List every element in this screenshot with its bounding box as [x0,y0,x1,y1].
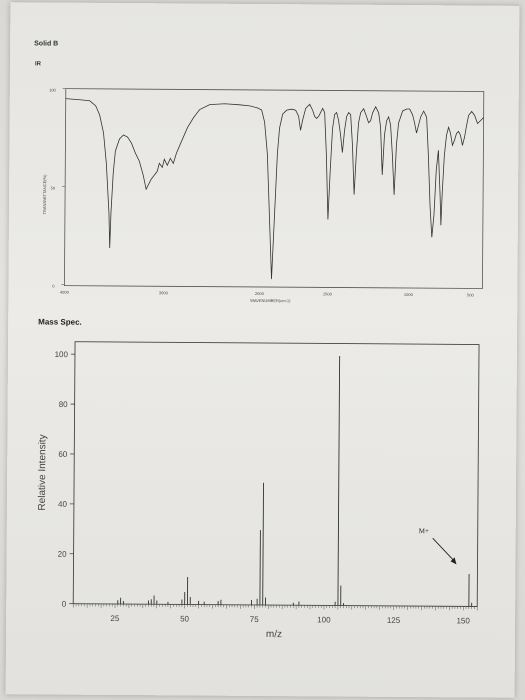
ms-peak-77 [259,530,261,605]
ir-xtick-2000: 2000 [255,291,265,296]
ms-x-minor-ticks [72,603,478,611]
ms-xtick-25: 25 [110,614,120,623]
ms-ytick-20: 20 [58,550,68,559]
ms-ytick-60: 60 [58,450,68,459]
ir-xtick-1500: 1500 [323,291,333,296]
ir-xtick-500: 500 [467,292,474,297]
ir-ytick-50: 50 [51,186,56,191]
ir-ytick-100: 100 [49,88,56,93]
paper-sheet: Solid B IR Mass Spec. 100 50 0 TRANSMITT… [5,2,520,698]
arrow-head-icon [450,557,457,565]
ir-ytick-0: 0 [52,284,55,289]
ms-ytick-0: 0 [62,600,67,609]
ms-frame [72,341,480,607]
ms-peak-105 [337,356,341,606]
mass-spectrum-chart: 0 20 40 60 80 100 25 50 75 100 125 150 Relative In… [37,341,480,640]
ir-trace-line [65,98,484,280]
ms-ytick-80: 80 [59,400,69,409]
ir-xtick-3000: 3000 [159,290,169,295]
ms-xtick-150: 150 [456,616,470,625]
ms-peaks-group [117,356,473,607]
ms-peak-78 [262,482,264,606]
ms-xtick-100: 100 [317,615,331,624]
ir-xtick-1000: 1000 [404,292,414,297]
molecular-ion-annotation: M+ [419,527,429,535]
ms-ytick-100: 100 [55,350,69,359]
ir-x-axis-label: WAVENUMBER(cm-1) [250,298,291,303]
ms-y-axis-label: Relative Intensity [37,434,49,510]
ms-xtick-50: 50 [180,614,190,623]
ir-xtick-4000: 4000 [60,290,70,295]
ir-spectrum-chart: 100 50 0 TRANSMITTANCE(%) 4000 3000 2000… [42,88,485,303]
ir-y-axis-label: TRANSMITTANCE(%) [42,174,47,215]
ms-xtick-75: 75 [250,615,260,624]
ms-ytick-40: 40 [58,500,68,509]
molecular-ion-arrow [432,537,455,562]
ms-x-ticks-group: 25 50 75 100 125 150 [110,614,470,626]
ir-frame [64,88,485,289]
ir-y-ticks [61,88,66,285]
ms-xtick-125: 125 [387,616,401,625]
ms-x-axis-label: m/z [266,629,282,640]
ms-y-ticks-group: 0 20 40 60 80 100 [55,350,75,609]
